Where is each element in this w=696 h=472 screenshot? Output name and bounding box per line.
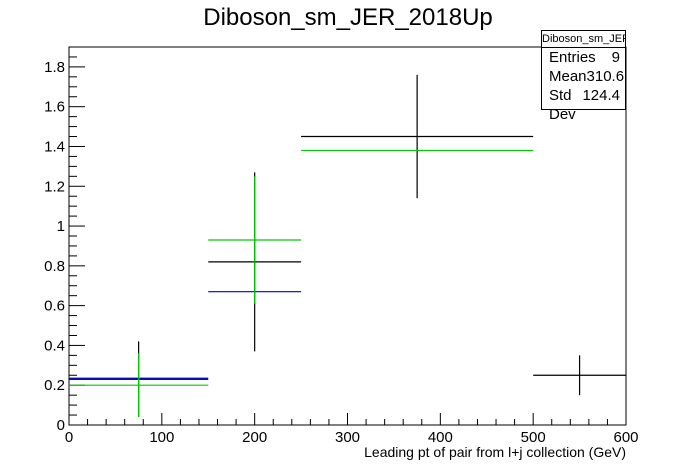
y-tick-label: 0.8: [44, 258, 65, 275]
x-tick-label: 0: [65, 429, 73, 446]
stats-row-entries: Entries 9: [542, 48, 625, 67]
stats-row-mean: Mean 310.6: [542, 67, 625, 86]
x-tick-label: 400: [428, 429, 453, 446]
plot-title: Diboson_sm_JER_2018Up: [203, 4, 493, 31]
x-tick-label: 600: [613, 429, 638, 446]
y-tick-label: 0.6: [44, 298, 65, 315]
stats-box: Diboson_sm_JER_2018Up Entries 9 Mean 310…: [541, 30, 626, 123]
x-tick-label: 100: [149, 429, 174, 446]
x-tick-label: 300: [335, 429, 360, 446]
x-tick-label: 500: [521, 429, 546, 446]
y-tick-label: 0.2: [44, 377, 65, 394]
y-tick-label: 0: [57, 417, 65, 434]
stats-box-title: Diboson_sm_JER_2018Up: [542, 31, 625, 48]
stats-label: Std Dev: [549, 87, 576, 123]
y-tick-label: 1.2: [44, 178, 65, 195]
x-tick-label: 200: [242, 429, 267, 446]
y-tick-label: 1: [57, 218, 65, 235]
stats-label: Entries: [549, 49, 596, 66]
y-tick-label: 1.4: [44, 138, 65, 155]
y-tick-label: 1.8: [44, 59, 65, 76]
stats-label: Mean: [549, 68, 587, 85]
stats-row-stddev: Std Dev 124.4: [542, 86, 625, 124]
y-tick-label: 0.4: [44, 337, 65, 354]
stats-value: 9: [611, 49, 620, 66]
stats-value: 124.4: [582, 87, 620, 104]
stats-value: 310.6: [586, 68, 625, 85]
x-axis-label: Leading pt of pair from l+j collection (…: [364, 444, 626, 460]
y-tick-label: 1.6: [44, 99, 65, 116]
